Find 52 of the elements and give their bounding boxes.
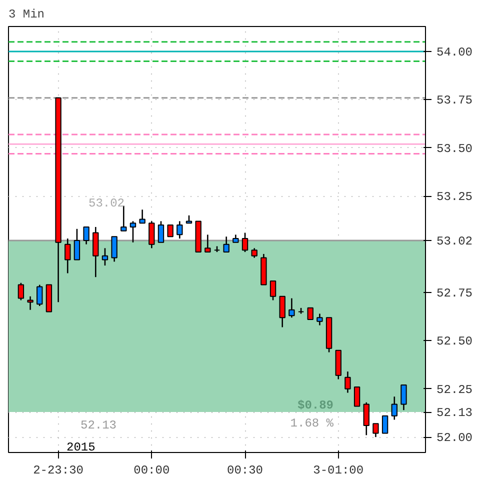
candlestick <box>130 220 136 244</box>
candlestick <box>204 234 211 253</box>
candlestick <box>223 236 230 253</box>
candlestick <box>354 386 360 407</box>
annotation: $0.89 <box>297 398 334 412</box>
candlestick <box>27 296 34 311</box>
y-tick-label: 52.50 <box>436 334 473 349</box>
candlestick <box>167 224 174 238</box>
candlestick <box>372 422 379 438</box>
annotation: 53.02 <box>88 196 125 210</box>
candlestick <box>251 248 258 258</box>
candlestick <box>176 220 183 240</box>
candlestick <box>18 282 24 301</box>
candlestick <box>158 220 164 244</box>
candlestick <box>102 248 108 266</box>
x-tick-label: 3-01:00 <box>313 464 364 478</box>
candlestick <box>288 298 295 318</box>
x-tick-label: 00:30 <box>227 464 264 478</box>
candlestick <box>120 205 127 232</box>
candlestick <box>242 232 248 253</box>
y-tick-label: 54.00 <box>436 46 473 60</box>
annotation: 52.13 <box>80 418 117 432</box>
candlestick <box>139 208 146 224</box>
candlestick <box>316 313 323 326</box>
candlestick <box>382 415 388 434</box>
chart-title: 3 Min <box>8 8 45 22</box>
y-tick-label: 52.00 <box>436 431 473 446</box>
candlestick <box>279 296 286 328</box>
candlestick <box>391 396 398 420</box>
candlestick <box>83 226 90 245</box>
candlestick <box>307 307 314 320</box>
x-tick-label: 00:00 <box>134 464 170 478</box>
candlestick <box>111 236 118 262</box>
candlestick <box>64 238 71 274</box>
y-tick-label: 52.13 <box>436 406 473 420</box>
y-tick-label: 53.02 <box>436 234 473 248</box>
annotation: 2015 <box>66 440 96 454</box>
candlestick <box>74 228 80 260</box>
candlestick <box>400 384 407 411</box>
x-tick-label: 2-23:30 <box>33 464 84 478</box>
annotation: 1.68 % <box>290 416 334 430</box>
candlestick <box>270 280 276 301</box>
candlestick <box>363 402 370 436</box>
y-tick-label: 53.50 <box>436 142 473 156</box>
y-tick-label: 53.25 <box>436 190 473 204</box>
y-tick-label: 53.75 <box>436 94 473 108</box>
y-tick-label: 52.75 <box>436 286 473 301</box>
candlestick <box>92 226 99 278</box>
candlestick <box>344 370 351 394</box>
y-tick-label: 52.25 <box>436 382 473 397</box>
candlestick <box>36 284 43 307</box>
candlestick <box>148 220 155 249</box>
